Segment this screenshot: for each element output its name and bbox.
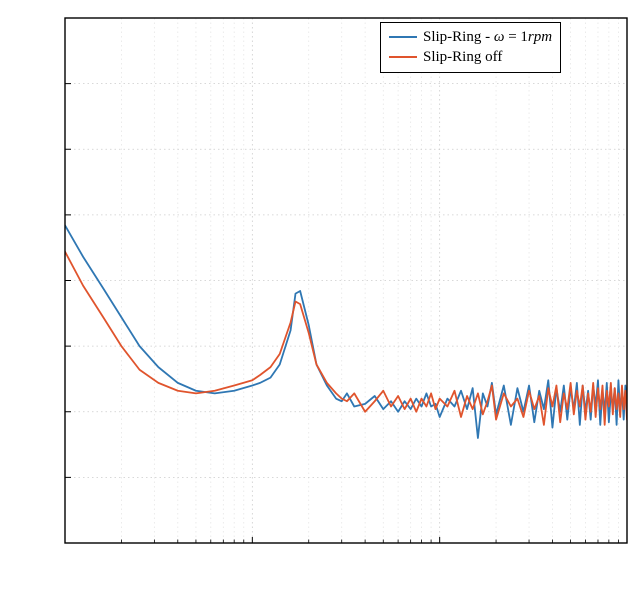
legend-item: Slip-Ring off bbox=[389, 47, 552, 67]
legend-label: Slip-Ring - ω = 1rpm bbox=[423, 27, 552, 47]
chart-container: Slip-Ring - ω = 1rpmSlip-Ring off bbox=[0, 0, 644, 590]
plot-svg bbox=[0, 0, 644, 590]
legend-item: Slip-Ring - ω = 1rpm bbox=[389, 27, 552, 47]
legend-label: Slip-Ring off bbox=[423, 47, 502, 67]
legend-swatch bbox=[389, 56, 417, 58]
legend: Slip-Ring - ω = 1rpmSlip-Ring off bbox=[380, 22, 561, 73]
legend-swatch bbox=[389, 36, 417, 38]
